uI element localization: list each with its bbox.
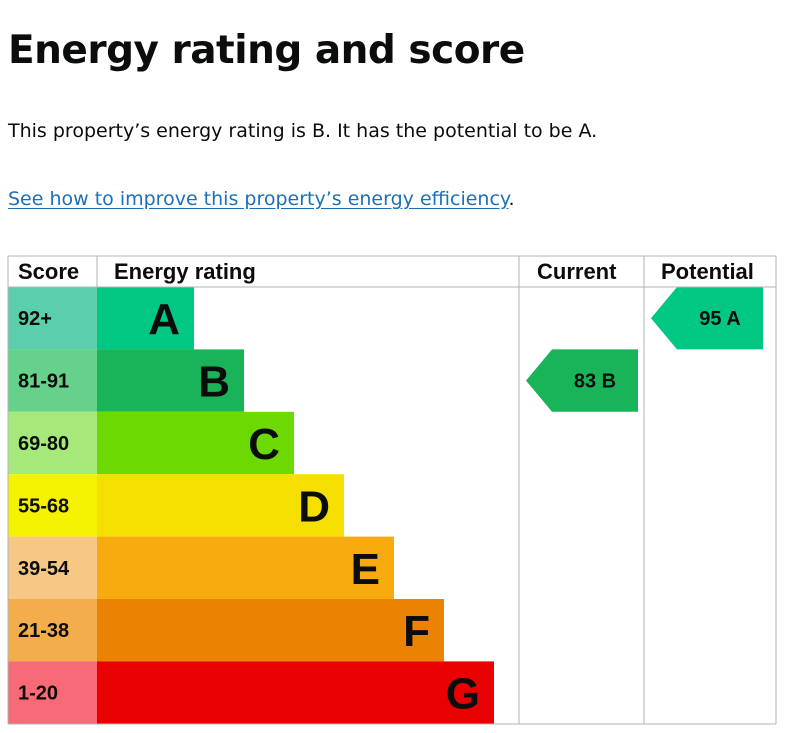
score-range-g: 1-20 xyxy=(18,683,58,705)
improve-paragraph: See how to improve this property’s energ… xyxy=(8,188,515,210)
score-cell-b xyxy=(8,349,97,412)
page-title: Energy rating and score xyxy=(8,28,525,73)
score-cell-f xyxy=(8,599,97,662)
link-suffix: . xyxy=(508,188,515,210)
score-range-d: 55-68 xyxy=(18,495,69,517)
potential-rating-arrow xyxy=(651,287,763,350)
band-bar-g xyxy=(97,661,494,724)
score-cell-d xyxy=(8,474,97,537)
current-rating-arrow xyxy=(526,349,638,412)
score-range-c: 69-80 xyxy=(18,433,69,455)
arrows-layer: 83 B 95 A xyxy=(526,287,763,412)
score-range-f: 21-38 xyxy=(18,620,69,642)
band-letter-e: E xyxy=(351,545,380,594)
band-bar-c xyxy=(97,411,294,475)
grid-layer xyxy=(7,255,777,725)
band-letter-c: C xyxy=(248,420,280,469)
bands-layer: 92+ A 81-91 B 69-80 C 55-68 D 39-54 E 21-38 F 1-20 G xyxy=(8,287,494,724)
score-range-e: 39-54 xyxy=(18,558,70,580)
current-rating-label: 83 B xyxy=(574,371,616,393)
score-cell-e xyxy=(8,536,97,599)
band-letter-a: A xyxy=(148,295,180,344)
improve-efficiency-link[interactable]: See how to improve this property’s energ… xyxy=(8,188,509,210)
rating-column-header: Energy rating xyxy=(114,259,256,284)
current-column-header: Current xyxy=(537,259,617,284)
band-letter-g: G xyxy=(446,670,480,719)
band-letter-b: B xyxy=(198,358,230,407)
score-cell-c xyxy=(8,411,97,475)
score-cell-g xyxy=(8,661,97,724)
band-bar-a xyxy=(97,287,194,350)
band-bar-f xyxy=(97,599,444,662)
band-bar-d xyxy=(97,474,344,537)
score-column-header: Score xyxy=(18,259,79,284)
score-range-b: 81-91 xyxy=(18,371,69,393)
score-cell-a xyxy=(8,287,97,350)
potential-rating-label: 95 A xyxy=(699,308,741,330)
band-letter-f: F xyxy=(403,607,430,656)
band-bar-b xyxy=(97,349,244,412)
band-bar-e xyxy=(97,536,394,599)
potential-column-header: Potential xyxy=(661,259,754,284)
rating-summary: This property’s energy rating is B. It h… xyxy=(8,120,598,142)
band-letter-d: D xyxy=(298,482,330,531)
score-range-a: 92+ xyxy=(18,308,52,330)
